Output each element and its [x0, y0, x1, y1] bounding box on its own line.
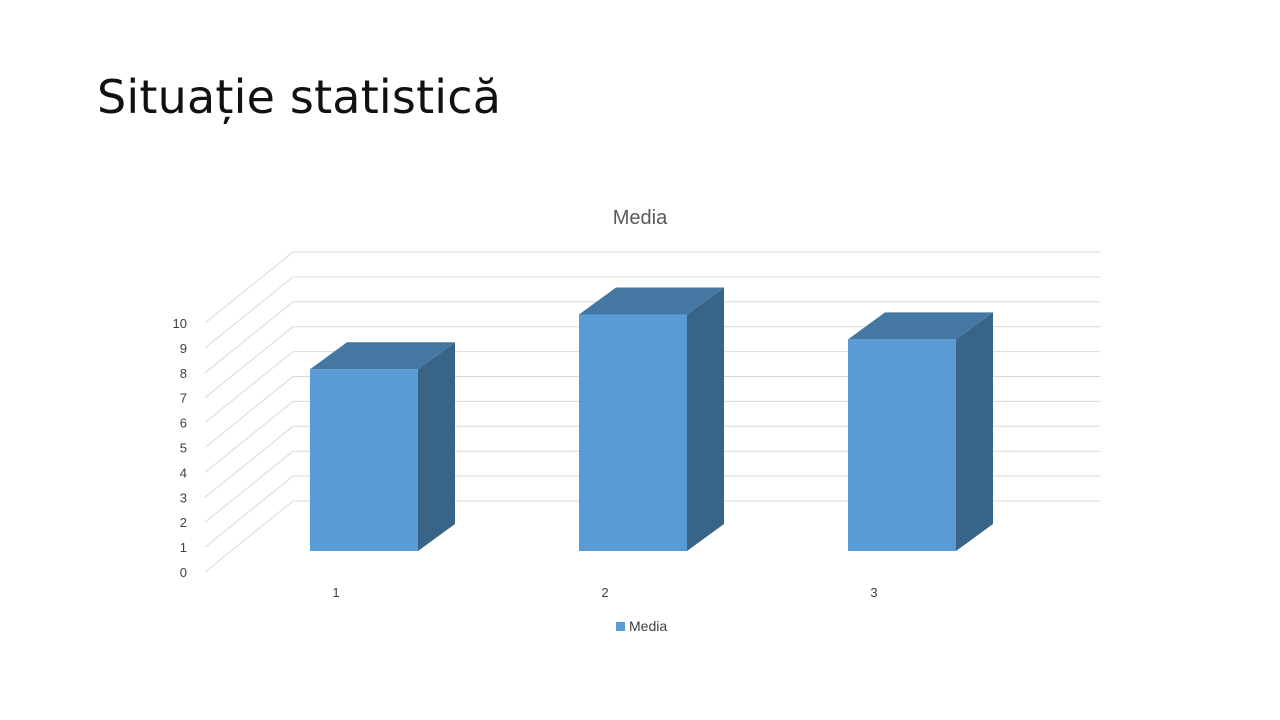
gridline-side [204, 376, 294, 448]
y-tick-label: 3 [180, 490, 187, 505]
bar-front [848, 339, 956, 551]
gridline-side [204, 276, 294, 349]
y-axis-ticks: 0 1 2 3 4 5 6 7 8 9 10 [173, 316, 187, 580]
bar [848, 312, 993, 551]
bar [310, 342, 455, 551]
y-tick-label: 7 [180, 391, 187, 406]
gridline-side [204, 351, 294, 423]
bar-top [310, 342, 455, 370]
y-tick-label: 0 [180, 565, 187, 580]
legend-swatch [616, 622, 625, 631]
gridline-side [204, 500, 294, 573]
x-tick-label: 1 [332, 585, 339, 600]
gridline-side [204, 326, 294, 399]
bar [579, 287, 724, 551]
bar-top [579, 287, 724, 315]
bar-front [310, 369, 418, 551]
slide-title: Situație statistică [97, 70, 502, 124]
y-tick-label: 4 [180, 465, 187, 480]
y-tick-label: 10 [173, 316, 187, 331]
bar-side [687, 287, 724, 551]
gridline-side [204, 450, 294, 523]
bar-side [418, 342, 455, 551]
gridline-side [204, 251, 294, 324]
legend-label: Media [629, 618, 667, 634]
y-tick-label: 2 [180, 515, 187, 530]
bar-top [848, 312, 993, 340]
gridline-side [204, 401, 294, 473]
y-tick-label: 1 [180, 540, 187, 555]
gridline-side [204, 475, 294, 548]
y-tick-label: 6 [180, 416, 187, 431]
legend: Media [616, 618, 667, 634]
x-tick-label: 3 [870, 585, 877, 600]
chart-title: Media [613, 207, 668, 229]
y-tick-label: 8 [180, 366, 187, 381]
y-tick-label: 9 [180, 341, 187, 356]
gridline-side [204, 301, 294, 374]
gridline-side [204, 425, 294, 498]
x-axis-ticks: 1 2 3 [332, 585, 877, 600]
bar-side [956, 312, 993, 551]
bar-front [579, 314, 687, 551]
bars [310, 287, 993, 551]
x-tick-label: 2 [601, 585, 608, 600]
y-tick-label: 5 [180, 441, 187, 456]
